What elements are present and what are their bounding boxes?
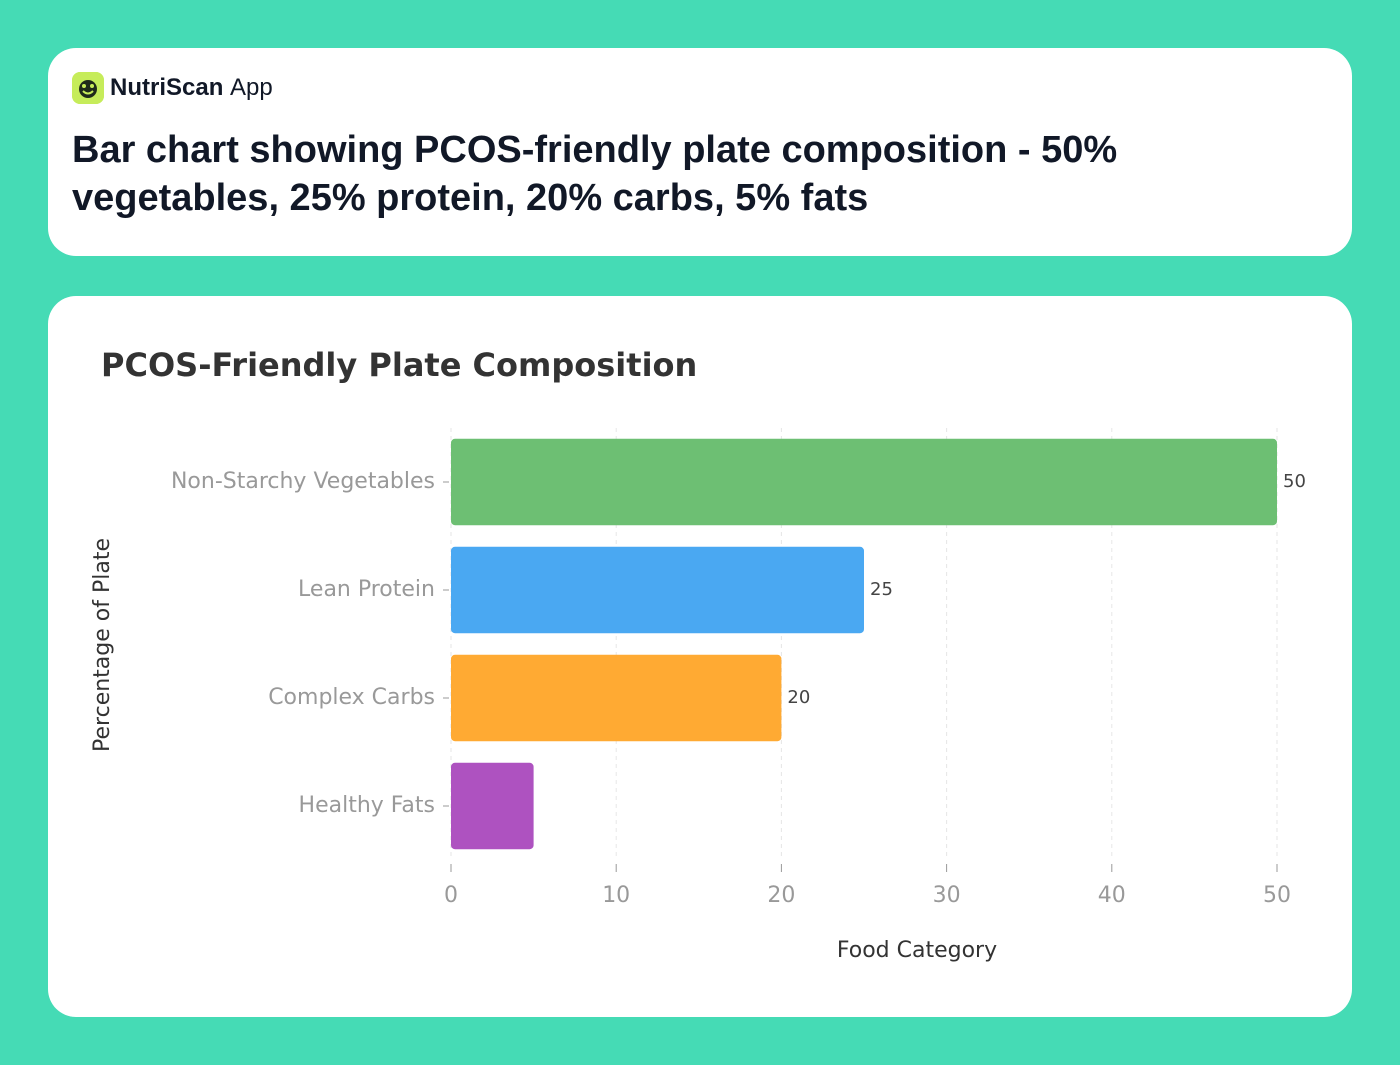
- bar: [451, 762, 534, 850]
- x-tick-label: 0: [444, 883, 458, 908]
- x-tick-label: 20: [767, 883, 795, 908]
- caption: Bar chart showing PCOS-friendly plate co…: [72, 129, 1118, 219]
- x-axis-label: Food Category: [837, 938, 997, 963]
- logo: [72, 72, 104, 104]
- chart-title: PCOS-Friendly Plate Composition: [101, 346, 697, 384]
- bar: [451, 546, 864, 634]
- bar: [451, 654, 782, 742]
- y-axis-label: Percentage of Plate: [90, 538, 115, 752]
- app-name: NutriScan: [110, 74, 224, 101]
- y-tick-label: Complex Carbs: [268, 685, 435, 710]
- y-tick-label: Lean Protein: [298, 577, 435, 602]
- chart: PCOS-Friendly Plate Composition Food Cat…: [90, 346, 1306, 963]
- app-suffix: App: [230, 74, 273, 101]
- y-tick-label: Healthy Fats: [299, 793, 435, 818]
- x-tick-label: 30: [933, 883, 961, 908]
- y-tick-label: Non-Starchy Vegetables: [171, 469, 435, 494]
- x-tick-label: 40: [1098, 883, 1126, 908]
- brand: NutriScan App: [72, 72, 273, 104]
- x-tick-label: 10: [602, 883, 630, 908]
- x-tick-label: 50: [1263, 883, 1291, 908]
- bar: [451, 438, 1277, 526]
- value-label: 50: [1283, 471, 1306, 492]
- value-label: 20: [787, 687, 810, 708]
- chart-card: PCOS-Friendly Plate Composition Food Cat…: [48, 296, 1352, 1017]
- value-label: 25: [870, 579, 893, 600]
- header-card: NutriScan App Bar chart showing PCOS-fri…: [48, 48, 1352, 256]
